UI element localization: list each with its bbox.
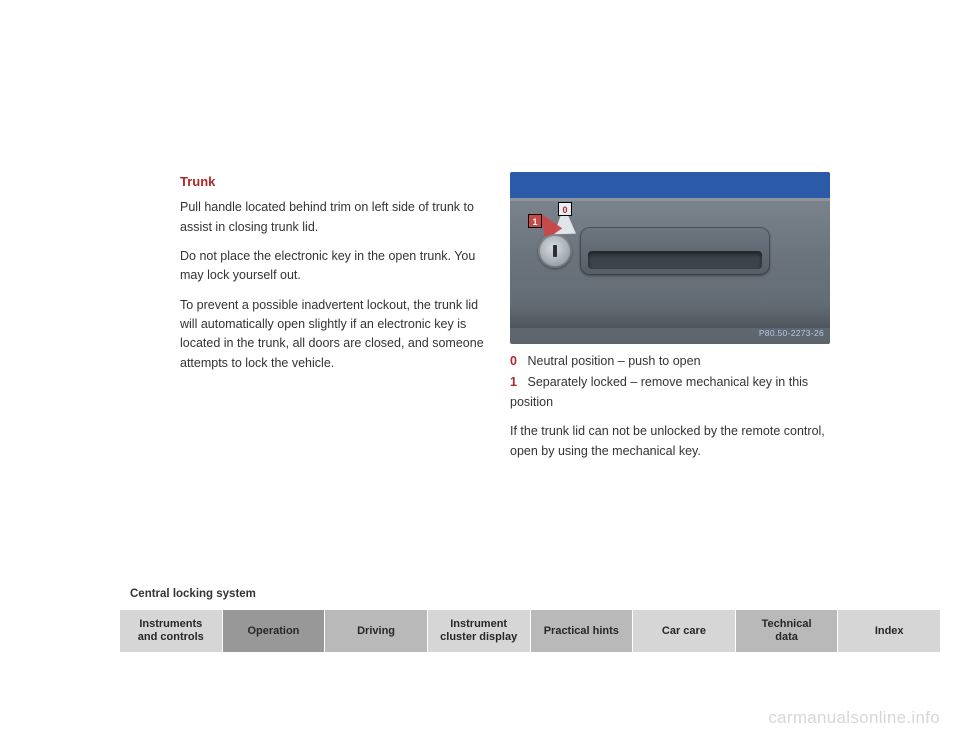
section-heading: Trunk: [180, 172, 490, 192]
legend-number: 0: [510, 352, 524, 371]
lock-cylinder-icon: [538, 234, 572, 268]
site-watermark: carmanualsonline.info: [768, 708, 940, 728]
paragraph: To prevent a possible inadvertent lockou…: [180, 296, 490, 374]
nav-tab[interactable]: Instrumentsand controls: [120, 610, 223, 652]
left-column: Trunk Pull handle located behind trim on…: [180, 172, 490, 383]
legend-number: 1: [510, 373, 524, 392]
figure-code: P80.50-2273-26: [759, 327, 824, 340]
nav-tab[interactable]: Index: [838, 610, 940, 652]
nav-tab[interactable]: Car care: [633, 610, 736, 652]
paragraph: Pull handle located behind trim on left …: [180, 198, 490, 237]
legend-row-0: 0 Neutral position – push to open: [510, 352, 850, 371]
legend-row-1: 1 Separately locked – remove mechanical …: [510, 373, 850, 412]
illus-sky: [510, 172, 830, 198]
illus-shadow: [510, 306, 830, 328]
trunk-lock-illustration: 0 1 P80.50-2273-26: [510, 172, 830, 344]
content-area: Trunk Pull handle located behind trim on…: [80, 100, 880, 530]
paragraph: Do not place the electronic key in the o…: [180, 247, 490, 286]
callout-1: 1: [528, 214, 542, 228]
right-column: 0 1 P80.50-2273-26 0 Neutral position – …: [510, 172, 850, 461]
legend-text: Neutral position – push to open: [527, 354, 700, 368]
running-section-label: Central locking system: [130, 588, 256, 600]
nav-tab[interactable]: Practical hints: [531, 610, 634, 652]
bottom-nav-bar: Instrumentsand controlsOperationDrivingI…: [120, 610, 940, 652]
callout-0: 0: [558, 202, 572, 216]
nav-tab[interactable]: Instrumentcluster display: [428, 610, 531, 652]
nav-tab[interactable]: Driving: [325, 610, 428, 652]
trunk-handle-icon: [580, 227, 770, 275]
legend-text: Separately locked – remove mechanical ke…: [510, 375, 808, 408]
paragraph: If the trunk lid can not be unlocked by …: [510, 422, 850, 461]
nav-tab[interactable]: Technicaldata: [736, 610, 839, 652]
manual-page: Trunk Pull handle located behind trim on…: [80, 100, 880, 660]
nav-tab[interactable]: Operation: [223, 610, 326, 652]
